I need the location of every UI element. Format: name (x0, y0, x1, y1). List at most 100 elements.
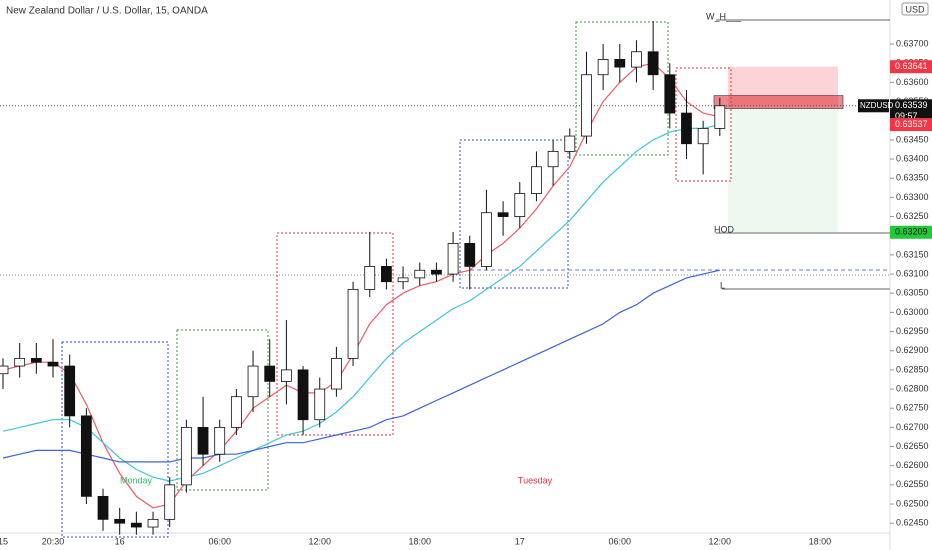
symbol-bg (858, 99, 889, 113)
y-tick-label: 0.62500 (896, 498, 929, 508)
stop-tag-bg (890, 60, 932, 74)
candle-body (497, 212, 509, 217)
candle-body (247, 365, 259, 398)
y-tick-label: 0.62750 (896, 403, 929, 413)
candle-body (14, 357, 26, 367)
candle-body (581, 74, 592, 137)
target-zone (728, 106, 838, 233)
candle-body (464, 242, 476, 267)
currency-label: USD (905, 4, 925, 14)
range-box (176, 329, 269, 491)
x-tick-label: 16 (115, 536, 125, 546)
candle-body (531, 166, 542, 194)
y-tick-label: 0.62550 (896, 479, 929, 489)
y-tick-label: 0.62950 (896, 326, 929, 336)
candle-body (64, 365, 76, 417)
x-tick-label: 18:00 (408, 536, 431, 546)
candle-body (514, 193, 526, 217)
candle-body (647, 51, 659, 76)
annotation: Monday (120, 475, 153, 485)
chart-title: New Zealand Dollar / U.S. Dollar, 15, OA… (6, 6, 208, 17)
candle-body (414, 269, 426, 279)
x-tick-label: 17 (515, 536, 525, 546)
last-price-tag: 0.63539 (895, 100, 928, 110)
y-tick-label: 0.63100 (896, 268, 929, 278)
y-tick-label: 0.63300 (896, 192, 929, 202)
symbol-tag: NZDUSD (860, 101, 894, 110)
y-tick-label: 0.63000 (896, 307, 929, 317)
candle-body (697, 128, 709, 145)
candle-body (614, 59, 626, 68)
moving-average (2, 124, 720, 482)
range-box (61, 341, 169, 538)
candle-body (564, 135, 576, 152)
candle-body (664, 74, 676, 114)
x-tick-label: 06:00 (609, 536, 632, 546)
candle-body (397, 277, 409, 283)
candle-body (30, 357, 42, 363)
candle-body (197, 426, 209, 455)
y-tick-label: 0.63700 (896, 38, 929, 48)
range-box (575, 21, 669, 156)
range-box (459, 139, 569, 289)
x-tick-label: 12:00 (709, 536, 732, 546)
y-tick-label: 0.63250 (896, 211, 929, 221)
y-tick-label: 0.63600 (896, 77, 929, 87)
candle-body (147, 518, 159, 528)
entry-zone (713, 95, 844, 109)
candle-body (714, 105, 726, 129)
candle-body (80, 415, 92, 497)
y-tick-label: 0.62650 (896, 441, 929, 451)
annotation: L (720, 280, 725, 290)
entry-tag: 0.63537 (895, 119, 928, 129)
candle-body (114, 518, 126, 524)
candle-body (180, 426, 192, 486)
y-tick-label: 0.62600 (896, 460, 929, 470)
candle-body (597, 59, 609, 76)
target-tag-bg (890, 225, 932, 239)
annotation: W_H___ (706, 11, 742, 21)
candle-body (447, 242, 459, 275)
annotation: HOD (714, 224, 735, 234)
candle-body (214, 426, 226, 455)
candle-body (330, 357, 342, 390)
y-tick-label: 0.62850 (896, 364, 929, 374)
moving-average (2, 269, 720, 463)
candle-body (681, 112, 692, 145)
y-tick-label: 0.62900 (896, 345, 929, 355)
candle-body (280, 369, 292, 382)
x-tick-label: 12:00 (308, 536, 331, 546)
y-tick-label: 0.62700 (896, 422, 929, 432)
stop-tag: 0.63641 (895, 61, 928, 71)
target-tag: 0.63209 (895, 227, 928, 237)
candle-body (431, 269, 442, 275)
x-tick-label: 18:00 (809, 536, 832, 546)
y-tick-label: 0.62450 (896, 518, 929, 528)
candle-body (264, 365, 276, 382)
annotation: Tuesday (518, 475, 553, 485)
moving-average (2, 62, 720, 509)
candle-body (347, 288, 359, 359)
y-tick-label: 0.63150 (896, 249, 929, 259)
countdown: 09:57 (895, 111, 918, 121)
y-tick-label: 0.63350 (896, 173, 929, 183)
candle-body (164, 484, 176, 520)
y-tick-label: 0.63400 (896, 153, 929, 163)
currency-box (901, 2, 929, 16)
y-tick-label: 0.62800 (896, 383, 929, 393)
entry-tag-bg (890, 118, 932, 132)
candle-body (97, 495, 109, 520)
x-tick-label: 06:00 (208, 536, 231, 546)
candle-body (381, 265, 392, 283)
candle-body (364, 265, 376, 290)
x-tick-label: 20:30 (42, 536, 65, 546)
candle-body (0, 365, 9, 375)
x-tick-label: 15 (0, 536, 8, 546)
candle-body (547, 151, 559, 168)
candle-body (47, 361, 59, 367)
candle-body (230, 396, 242, 428)
candle-body (481, 212, 492, 267)
y-tick-label: 0.63450 (896, 134, 929, 144)
